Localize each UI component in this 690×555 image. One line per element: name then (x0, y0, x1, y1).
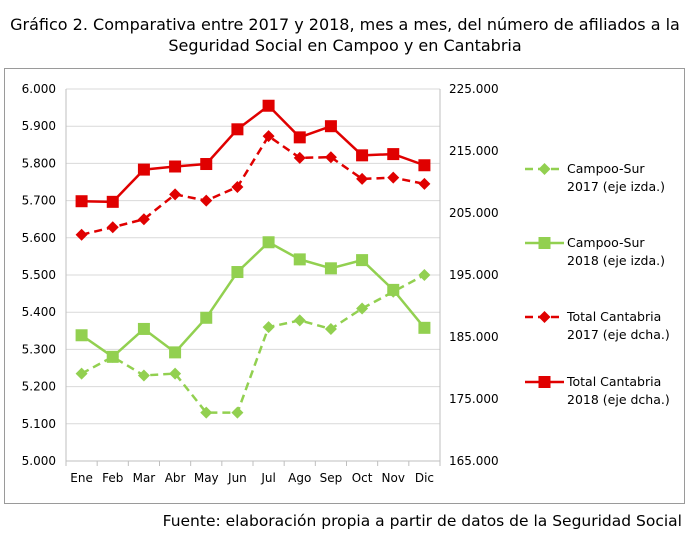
x-tick-label: Ene (70, 471, 93, 485)
data-point (200, 406, 213, 419)
data-point (293, 131, 306, 144)
legend-marker-2 (538, 237, 551, 249)
legend-label: 2018 (eje izda.) (567, 253, 665, 268)
y-left-tick-label: 6.000 (22, 82, 56, 96)
data-point (418, 159, 431, 172)
data-point (324, 262, 337, 275)
data-point (200, 311, 213, 324)
x-tick-label: Oct (352, 471, 373, 485)
data-point (387, 171, 400, 184)
data-point (387, 283, 400, 296)
legend-label: 2017 (eje izda.) (567, 179, 665, 194)
data-point (169, 160, 182, 173)
title-line-1: Gráfico 2. Comparativa entre 2017 y 2018… (10, 15, 680, 34)
data-point (262, 130, 275, 143)
series-line-2 (80, 241, 426, 359)
data-point (418, 269, 431, 281)
x-tick-label: Nov (382, 471, 405, 485)
x-tick-label: May (194, 471, 219, 485)
data-point (356, 302, 369, 315)
x-tick-label: Dic (415, 471, 434, 485)
data-point (387, 148, 400, 161)
legend-label: 2017 (eje dcha.) (567, 327, 670, 342)
series-line-4 (81, 104, 425, 204)
data-point (75, 367, 88, 380)
data-point (262, 236, 275, 249)
legend-label: Campoo-Sur (567, 235, 645, 250)
data-point (356, 254, 369, 267)
x-tick-label: Sep (320, 471, 343, 485)
data-point (324, 322, 337, 335)
source-note: Fuente: elaboración propia a partir de d… (162, 512, 682, 530)
data-point (231, 406, 244, 419)
data-point (106, 195, 119, 208)
data-point (137, 369, 150, 382)
data-point (169, 367, 182, 380)
legend-marker-3 (538, 311, 551, 323)
series-line-3 (81, 134, 425, 236)
data-point (169, 188, 182, 201)
data-point (293, 253, 306, 266)
chart-frame: 5.000 5.100 5.200 5.300 5.400 5.500 5.600 5.700… (4, 68, 685, 504)
data-point (137, 322, 150, 335)
y-left-tick-label: 5.300 (22, 342, 56, 356)
data-point (262, 321, 275, 334)
y-left-tick-label: 5.200 (22, 380, 56, 394)
data-point (75, 228, 88, 241)
y-right-tick-label: 195.000 (449, 268, 499, 282)
data-point (324, 151, 337, 164)
data-point (169, 346, 182, 359)
data-point (75, 329, 88, 342)
y-left-tick-label: 5.800 (22, 156, 56, 170)
y-right-tick-label: 165.000 (449, 454, 499, 468)
data-point (293, 151, 306, 164)
legend-marker-1 (538, 163, 551, 175)
series-line-1 (80, 273, 426, 414)
y-left-tick-label: 5.000 (22, 454, 56, 468)
data-point (293, 314, 306, 327)
legend-label: Total Cantabria (566, 374, 661, 389)
data-point (262, 99, 275, 112)
data-point (356, 149, 369, 162)
y-right-tick-label: 205.000 (449, 206, 499, 220)
data-point (106, 350, 119, 363)
y-left-tick-label: 5.500 (22, 268, 56, 282)
legend-label: Campoo-Sur (567, 161, 645, 176)
x-tick-label: Ago (288, 471, 311, 485)
legend-label: 2018 (eje dcha.) (567, 392, 670, 407)
data-point (200, 194, 213, 207)
x-tick-label: Feb (102, 471, 123, 485)
y-left-tick-label: 5.400 (22, 305, 56, 319)
data-point (231, 266, 244, 279)
y-right-tick-label: 225.000 (449, 82, 499, 96)
data-point (75, 195, 88, 208)
x-tick-label: Jul (260, 471, 275, 485)
line-chart: 5.000 5.100 5.200 5.300 5.400 5.500 5.600 5.700… (22, 82, 670, 485)
data-point (106, 221, 119, 234)
data-point (231, 180, 244, 193)
x-tick-label: Jun (227, 471, 247, 485)
data-point (231, 123, 244, 136)
y-left-tick-label: 5.900 (22, 119, 56, 133)
data-point (418, 321, 431, 334)
x-tick-label: Mar (133, 471, 156, 485)
y-right-tick-label: 185.000 (449, 330, 499, 344)
y-left-tick-label: 5.700 (22, 194, 56, 208)
chart-title: Gráfico 2. Comparativa entre 2017 y 2018… (0, 14, 690, 56)
data-point (137, 213, 150, 226)
legend-marker-4 (538, 376, 551, 388)
y-left-tick-label: 5.600 (22, 231, 56, 245)
x-tick-label: Abr (165, 471, 186, 485)
legend-label: Total Cantabria (566, 309, 661, 324)
title-line-2: Seguridad Social en Campoo y en Cantabri… (168, 36, 522, 55)
data-point (418, 177, 431, 190)
data-point (324, 120, 337, 133)
y-right-tick-label: 175.000 (449, 392, 499, 406)
data-point (200, 158, 213, 171)
y-left-tick-label: 5.100 (22, 417, 56, 431)
data-point (356, 172, 369, 185)
y-right-tick-label: 215.000 (449, 144, 499, 158)
data-point (137, 163, 150, 176)
